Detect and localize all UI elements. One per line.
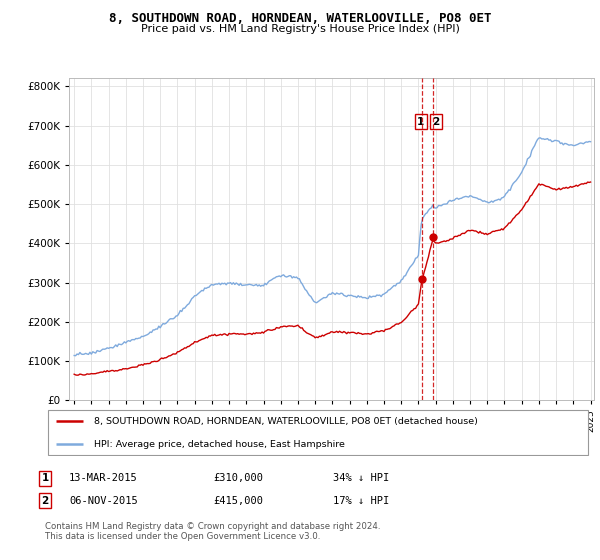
Text: 13-MAR-2015: 13-MAR-2015: [69, 473, 138, 483]
Text: £415,000: £415,000: [213, 496, 263, 506]
Text: 06-NOV-2015: 06-NOV-2015: [69, 496, 138, 506]
Text: 17% ↓ HPI: 17% ↓ HPI: [333, 496, 389, 506]
Text: Contains HM Land Registry data © Crown copyright and database right 2024.
This d: Contains HM Land Registry data © Crown c…: [45, 522, 380, 542]
Text: 8, SOUTHDOWN ROAD, HORNDEAN, WATERLOOVILLE, PO8 0ET: 8, SOUTHDOWN ROAD, HORNDEAN, WATERLOOVIL…: [109, 12, 491, 25]
Text: Price paid vs. HM Land Registry's House Price Index (HPI): Price paid vs. HM Land Registry's House …: [140, 24, 460, 34]
Text: 34% ↓ HPI: 34% ↓ HPI: [333, 473, 389, 483]
Text: £310,000: £310,000: [213, 473, 263, 483]
FancyBboxPatch shape: [48, 410, 588, 455]
Text: HPI: Average price, detached house, East Hampshire: HPI: Average price, detached house, East…: [94, 440, 345, 449]
Text: 8, SOUTHDOWN ROAD, HORNDEAN, WATERLOOVILLE, PO8 0ET (detached house): 8, SOUTHDOWN ROAD, HORNDEAN, WATERLOOVIL…: [94, 417, 478, 426]
Text: 1: 1: [41, 473, 49, 483]
Text: 1: 1: [417, 117, 424, 127]
Text: 2: 2: [41, 496, 49, 506]
Text: 2: 2: [433, 117, 440, 127]
